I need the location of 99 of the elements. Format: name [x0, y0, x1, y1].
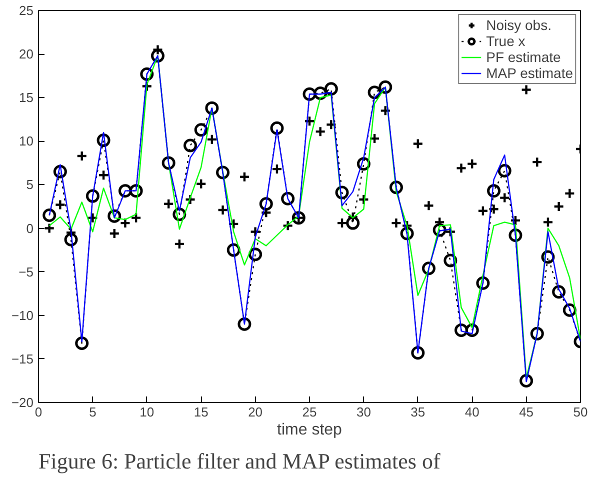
point — [314, 126, 326, 138]
point — [76, 150, 88, 162]
point — [228, 218, 240, 230]
point — [238, 317, 252, 331]
point — [368, 132, 380, 144]
x-tick-label: 50 — [573, 404, 588, 420]
point — [54, 199, 66, 210]
point — [564, 188, 576, 200]
point — [75, 336, 89, 350]
point — [217, 204, 228, 216]
point — [434, 216, 446, 228]
legend-label: Noisy obs. — [486, 17, 552, 33]
point — [44, 222, 55, 234]
legend-label: PF estimate — [486, 49, 561, 65]
point — [378, 80, 392, 94]
point — [466, 158, 478, 170]
point — [141, 80, 152, 92]
point — [270, 121, 284, 135]
point — [532, 156, 543, 168]
point — [42, 208, 56, 222]
point — [194, 123, 208, 137]
point — [259, 197, 273, 211]
point — [530, 326, 544, 340]
point — [326, 119, 337, 130]
y-tick-label: 0 — [26, 220, 34, 236]
y-tick-label: 20 — [19, 46, 34, 62]
point — [401, 220, 413, 232]
point — [346, 216, 360, 230]
point — [302, 87, 316, 101]
point — [444, 226, 456, 238]
point — [184, 194, 196, 206]
point — [184, 138, 198, 152]
x-tick-label: 5 — [89, 404, 96, 420]
x-tick-label: 35 — [410, 404, 426, 420]
point — [412, 138, 424, 150]
point — [456, 162, 467, 174]
point — [380, 105, 391, 116]
point — [423, 200, 434, 212]
point — [108, 228, 120, 240]
point — [64, 232, 78, 246]
x-tick-label: 45 — [519, 404, 534, 420]
point — [487, 184, 501, 198]
point — [196, 178, 207, 190]
point — [87, 212, 98, 224]
point — [499, 192, 510, 204]
y-tick-label: 5 — [26, 177, 34, 192]
y-tick-label: −20 — [11, 395, 34, 410]
point — [271, 163, 283, 175]
point — [552, 285, 566, 299]
point — [542, 216, 554, 228]
point — [162, 198, 174, 210]
point — [411, 346, 425, 360]
x-tick-label: 40 — [464, 404, 480, 420]
legend-label: MAP estimate — [486, 65, 573, 81]
point — [422, 262, 436, 276]
point — [216, 166, 230, 180]
y-tick-label: −10 — [11, 308, 34, 323]
point — [336, 217, 348, 229]
point — [304, 116, 316, 127]
x-axis-title: time step — [277, 422, 342, 438]
point — [454, 323, 468, 337]
point — [553, 200, 564, 212]
y-tick-label: 10 — [19, 134, 34, 149]
point — [98, 170, 110, 181]
x-tick-label: 20 — [248, 404, 263, 420]
point — [130, 212, 142, 224]
point — [238, 171, 250, 182]
point — [520, 84, 532, 96]
point — [358, 194, 370, 206]
x-tick-label: 10 — [140, 404, 154, 420]
y-tick-label: 15 — [19, 90, 34, 106]
legend-label: True x — [486, 33, 526, 49]
point — [324, 82, 338, 96]
point — [250, 226, 261, 238]
point — [206, 134, 218, 146]
y-tick-label: 25 — [19, 3, 34, 18]
point — [205, 101, 219, 115]
point — [390, 217, 402, 229]
point — [120, 217, 131, 229]
point — [152, 44, 164, 56]
point — [347, 211, 358, 223]
point — [162, 156, 176, 170]
point — [510, 214, 522, 226]
point — [86, 189, 100, 203]
point — [498, 164, 512, 178]
point — [282, 220, 294, 232]
point — [65, 227, 77, 238]
point — [174, 238, 186, 250]
x-tick-label: 15 — [194, 404, 208, 420]
y-tick-label: −5 — [18, 264, 34, 280]
y-tick-label: −15 — [11, 351, 34, 366]
point — [520, 374, 534, 388]
x-tick-label: 25 — [302, 404, 317, 420]
point — [335, 186, 349, 200]
x-tick-label: 30 — [356, 404, 371, 420]
point — [281, 192, 295, 206]
point — [477, 205, 489, 216]
point — [488, 204, 500, 215]
caption: Figure 6: Particle filter and MAP estimates of — [38, 448, 441, 474]
